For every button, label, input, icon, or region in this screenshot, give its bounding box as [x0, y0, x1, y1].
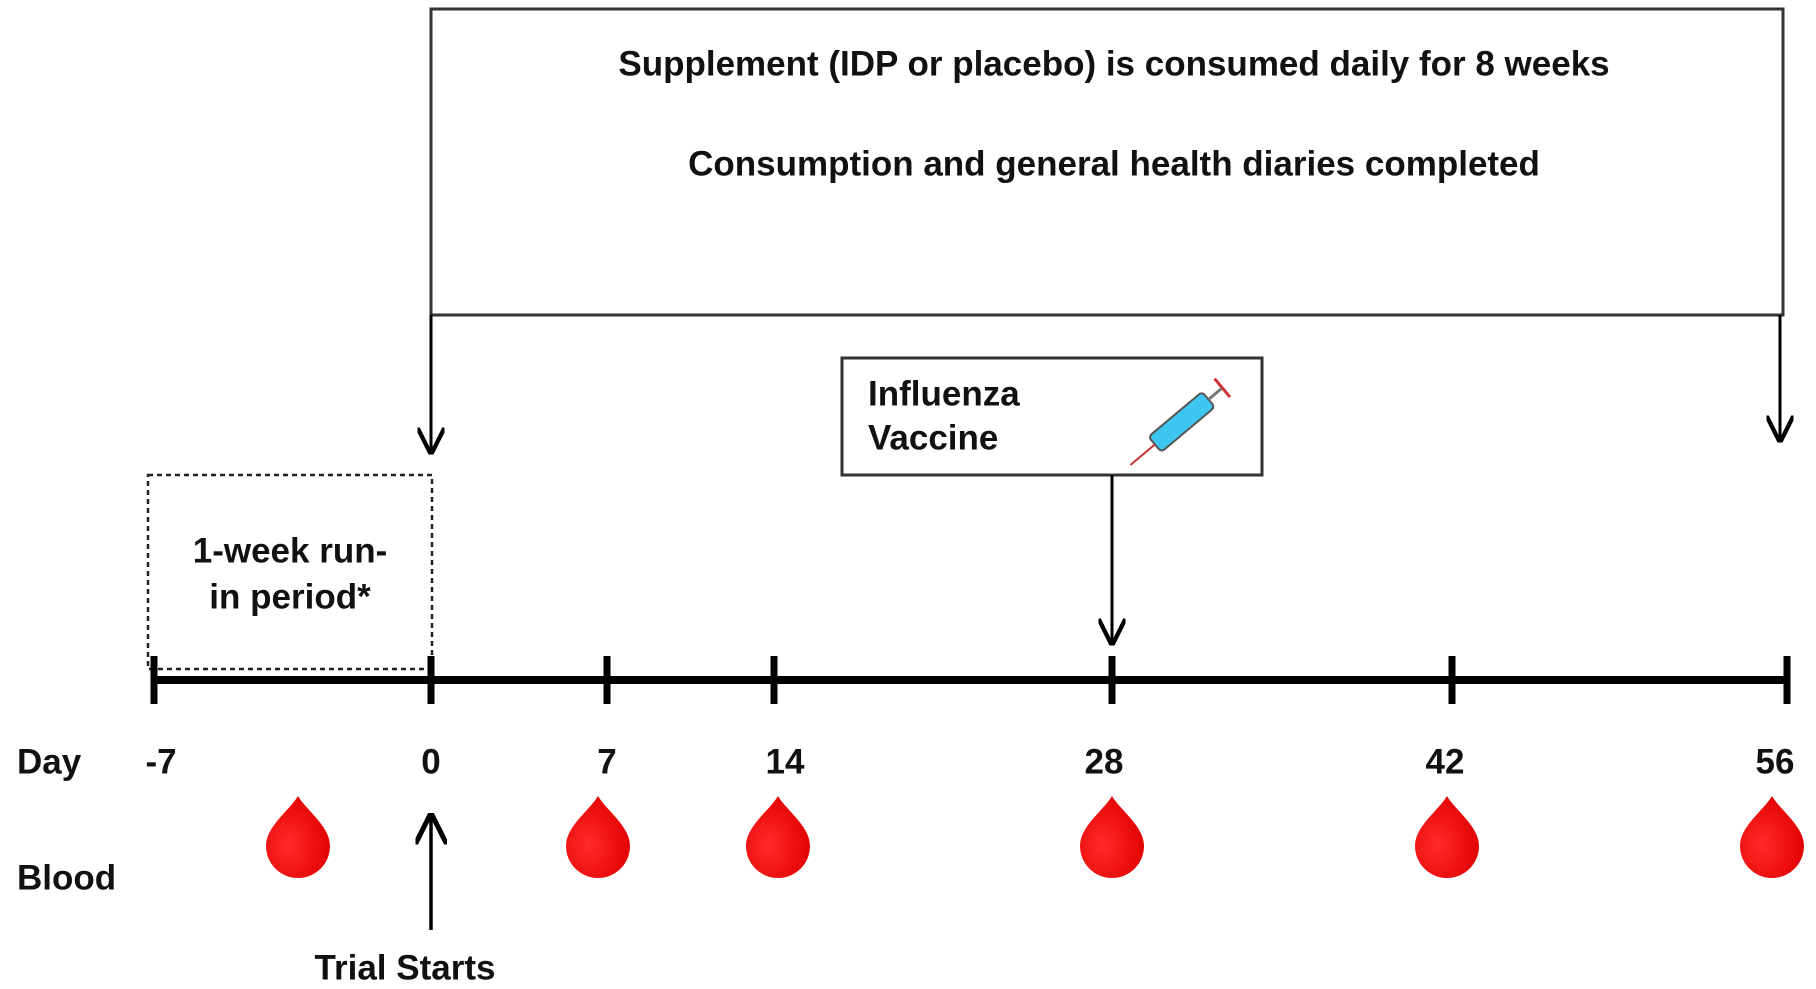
box-line: Supplement (IDP or placebo) is consumed …	[618, 44, 1609, 83]
blood-drop	[1415, 796, 1479, 878]
day-label: Day	[17, 742, 82, 781]
day-number: 28	[1085, 742, 1124, 781]
trial-start-label: Trial Starts	[315, 948, 496, 987]
blood-drop	[266, 796, 330, 878]
day-number: 0	[421, 742, 440, 781]
day-number: 7	[597, 742, 616, 781]
vaccine-label: Vaccine	[868, 418, 998, 457]
blood-label: Blood	[17, 858, 116, 897]
box-line: Consumption and general health diaries c…	[688, 144, 1540, 183]
run-in-box	[146, 473, 434, 671]
syringe-icon	[1129, 377, 1232, 466]
blood-drop	[566, 796, 630, 878]
day-number: -7	[145, 742, 176, 781]
day-number: 56	[1756, 742, 1795, 781]
vaccine-label: Influenza	[868, 374, 1020, 413]
run-in-label: in period*	[209, 577, 371, 616]
blood-drop	[1740, 796, 1804, 878]
day-number: 42	[1426, 742, 1465, 781]
supplement-box	[429, 7, 1785, 317]
run-in-label: 1-week run-	[193, 531, 388, 570]
day-number: 14	[766, 742, 805, 781]
blood-drop	[1080, 796, 1144, 878]
blood-drop	[746, 796, 810, 878]
